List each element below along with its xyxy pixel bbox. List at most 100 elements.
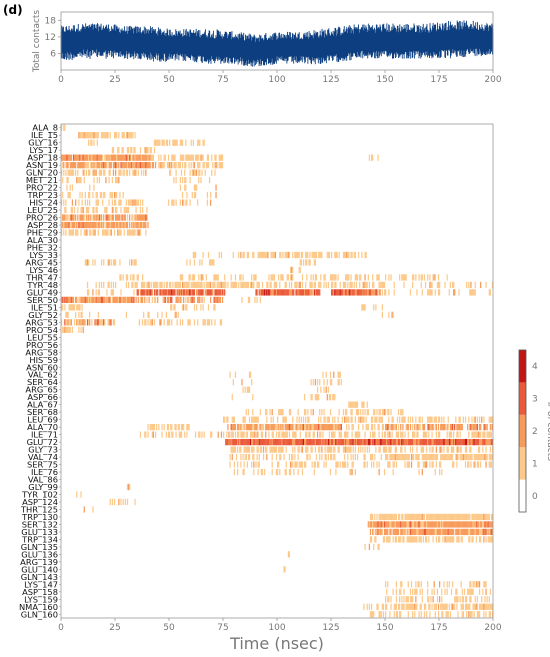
contact-mark — [490, 536, 493, 543]
contact-mark — [132, 296, 134, 304]
contact-mark — [202, 154, 204, 161]
contact-mark — [442, 423, 444, 431]
contact-mark — [374, 409, 376, 416]
contact-mark — [90, 221, 92, 229]
contact-mark — [294, 446, 296, 453]
contact-mark — [199, 169, 201, 176]
contact-mark — [419, 423, 421, 431]
contact-mark — [97, 199, 99, 206]
contact-mark — [352, 446, 354, 453]
contact-mark — [362, 304, 364, 311]
contact-mark — [423, 513, 426, 521]
contact-mark — [372, 289, 374, 296]
contact-mark — [66, 184, 68, 191]
contact-mark — [220, 251, 223, 259]
contact-mark — [490, 528, 493, 536]
contact-mark — [84, 154, 86, 161]
contact-mark — [280, 446, 282, 453]
contact-mark — [370, 521, 373, 528]
contact-mark — [112, 281, 115, 289]
contact-mark — [167, 199, 170, 206]
contact-mark — [367, 521, 369, 528]
contact-mark — [457, 446, 459, 453]
contact-mark — [224, 416, 226, 423]
contact-mark — [385, 611, 387, 618]
contact-mark — [231, 446, 233, 453]
contact-mark — [253, 461, 255, 468]
contact-mark — [113, 319, 116, 326]
contact-mark — [288, 468, 291, 476]
contact-mark — [451, 438, 454, 446]
contact-mark — [180, 274, 183, 281]
contact-mark — [63, 199, 65, 206]
contact-mark — [119, 154, 121, 161]
contact-mark — [450, 438, 453, 446]
heatmap-x-tick-label: 50 — [163, 623, 175, 633]
contact-segment-ser-50 — [61, 296, 137, 304]
contact-mark — [260, 468, 263, 476]
contact-mark — [284, 281, 286, 289]
contact-mark — [480, 453, 482, 461]
contact-mark — [71, 206, 74, 214]
contact-mark — [370, 423, 373, 431]
contact-mark — [407, 603, 409, 610]
contact-mark — [100, 154, 103, 161]
contact-mark — [338, 438, 340, 446]
contact-mark — [485, 281, 487, 289]
contact-mark — [299, 461, 301, 468]
heatmap-x-tick-label: 0 — [58, 623, 64, 633]
contact-mark — [434, 611, 436, 618]
contact-mark — [471, 438, 473, 446]
contact-mark — [483, 528, 485, 536]
contact-mark — [187, 289, 189, 296]
contact-mark — [394, 513, 396, 521]
contact-mark — [234, 281, 237, 289]
contact-mark — [84, 229, 86, 236]
contact-mark — [354, 274, 356, 281]
contact-mark — [444, 603, 446, 610]
contact-mark — [469, 453, 471, 461]
contact-mark — [436, 453, 439, 461]
contact-mark — [490, 603, 493, 610]
contact-mark — [417, 423, 419, 431]
contact-mark — [272, 416, 274, 423]
contact-mark — [219, 154, 221, 161]
contact-mark — [283, 431, 285, 438]
contact-mark — [334, 394, 336, 401]
contact-mark — [117, 296, 119, 304]
contact-mark — [117, 176, 119, 184]
contact-mark — [72, 162, 75, 169]
contact-mark — [154, 296, 157, 304]
contact-mark — [110, 289, 112, 296]
contact-mark — [132, 169, 134, 176]
contact-mark — [202, 304, 204, 311]
contact-mark — [66, 214, 68, 221]
colorbar-tick-label: 1 — [532, 459, 538, 469]
contact-mark — [373, 461, 375, 468]
contact-mark — [435, 446, 437, 453]
contact-mark — [473, 528, 475, 536]
contact-mark — [113, 498, 116, 506]
contact-mark — [61, 229, 63, 236]
contact-mark — [388, 536, 390, 543]
contact-mark — [451, 513, 454, 521]
contact-mark — [189, 154, 191, 161]
contact-mark — [469, 289, 471, 296]
residue-label: TRP_134 — [21, 534, 58, 544]
contact-mark — [261, 251, 264, 259]
contact-mark — [119, 296, 121, 304]
contact-mark — [345, 461, 347, 468]
contact-segment-ser-50 — [241, 296, 261, 304]
contact-mark — [260, 446, 263, 453]
contact-mark — [258, 251, 260, 259]
contact-mark — [313, 281, 315, 289]
contact-mark — [376, 438, 378, 446]
contact-mark — [305, 289, 307, 296]
contact-mark — [473, 438, 475, 446]
contact-mark — [157, 296, 159, 304]
contact-mark — [142, 296, 144, 304]
contact-mark — [152, 423, 155, 431]
contact-mark — [312, 409, 314, 416]
contact-mark — [444, 528, 446, 536]
contact-mark — [96, 176, 98, 184]
